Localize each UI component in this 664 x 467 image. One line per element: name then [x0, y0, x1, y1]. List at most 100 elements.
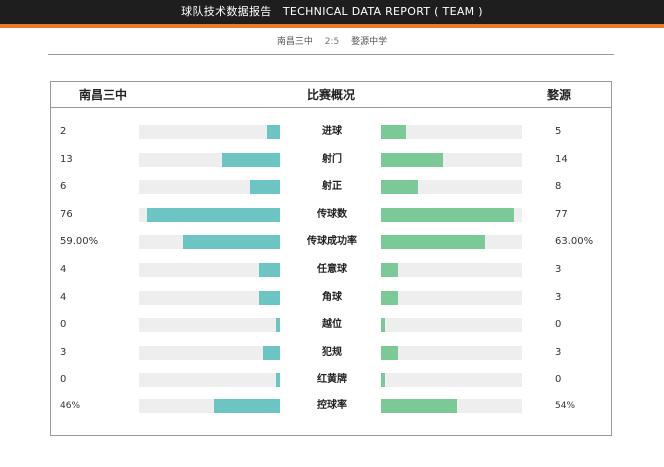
home-stat-track — [139, 373, 280, 387]
match-score: 2:5 — [324, 37, 340, 47]
home-stat-track — [139, 263, 280, 277]
report-title: 球队技术数据报告 TECHNICAL DATA REPORT ( TEAM ) — [181, 5, 483, 18]
away-stat-bar — [381, 291, 398, 305]
away-stat-bar — [381, 235, 486, 249]
stat-row: 76 传球数 77 — [0, 206, 664, 224]
home-stat-bar — [258, 291, 280, 305]
stat-label: 射正 — [322, 181, 342, 192]
stat-row: 4 任意球 3 — [0, 261, 664, 279]
stat-row: 6 射正 8 — [0, 178, 664, 196]
home-stat-track — [139, 125, 280, 139]
away-stat-track — [381, 235, 522, 249]
away-stat-track — [381, 153, 522, 167]
home-stat-track — [139, 208, 280, 222]
away-stat-bar — [381, 399, 458, 413]
home-stat-bar — [250, 180, 280, 194]
stats-panel-header: 南昌三中 比赛概况 婺源 — [51, 82, 611, 108]
away-stat-track — [381, 208, 522, 222]
stat-label: 犯规 — [322, 347, 342, 358]
overview-label: 比赛概况 — [306, 88, 355, 102]
away-stat-value: 5 — [555, 126, 562, 137]
away-column-label: 婺源 — [547, 88, 572, 102]
home-stat-track — [139, 291, 280, 305]
home-stat-value: 2 — [60, 126, 67, 137]
stat-row: 0 越位 0 — [0, 316, 664, 334]
stat-row: 3 犯规 3 — [0, 344, 664, 362]
home-stat-value: 46% — [60, 401, 81, 411]
home-stat-bar — [275, 318, 280, 332]
stat-label: 射门 — [322, 154, 342, 165]
away-stat-value: 3 — [555, 264, 562, 275]
away-stat-bar — [381, 153, 444, 167]
away-stat-value: 8 — [555, 181, 562, 192]
report-title-bar: 球队技术数据报告 TECHNICAL DATA REPORT ( TEAM ) — [0, 0, 664, 24]
stat-row: 46% 控球率 54% — [0, 397, 664, 415]
away-stat-track — [381, 291, 522, 305]
away-stat-bar — [381, 180, 418, 194]
away-stat-value: 63.00% — [555, 236, 594, 247]
home-stat-track — [139, 399, 280, 413]
home-stat-value: 0 — [60, 374, 67, 385]
home-stat-bar — [182, 235, 280, 249]
stat-row: 2 进球 5 — [0, 123, 664, 141]
home-stat-value: 13 — [60, 154, 73, 165]
away-stat-track — [381, 399, 522, 413]
home-stat-value: 0 — [60, 319, 67, 330]
away-stat-track — [381, 346, 522, 360]
home-stat-bar — [213, 399, 280, 413]
stat-label: 控球率 — [317, 400, 347, 411]
away-stat-bar — [381, 373, 386, 387]
home-stat-value: 4 — [60, 292, 67, 303]
away-stat-value: 0 — [555, 319, 562, 330]
home-stat-value: 3 — [60, 347, 67, 358]
away-stat-value: 14 — [555, 154, 568, 165]
home-stat-track — [139, 346, 280, 360]
away-stat-bar — [381, 346, 398, 360]
away-stat-value: 0 — [555, 374, 562, 385]
stat-label: 角球 — [322, 292, 342, 303]
away-team-name: 婺源中学 — [351, 37, 388, 47]
home-stat-value: 59.00% — [60, 236, 99, 247]
away-stat-bar — [381, 318, 386, 332]
match-line: 南昌三中 2:5 婺源中学 — [0, 34, 664, 50]
home-stat-value: 76 — [60, 209, 73, 220]
away-stat-bar — [381, 263, 398, 277]
stat-label: 传球数 — [317, 209, 347, 220]
stat-row: 4 角球 3 — [0, 289, 664, 307]
home-stat-track — [139, 153, 280, 167]
home-stat-bar — [263, 346, 280, 360]
away-stat-bar — [381, 125, 407, 139]
home-stat-track — [139, 318, 280, 332]
home-stat-bar — [267, 125, 280, 139]
accent-stripe — [0, 24, 664, 28]
stat-label: 进球 — [322, 126, 342, 137]
header-divider — [48, 54, 614, 55]
stat-label: 传球成功率 — [307, 236, 357, 247]
home-stat-bar — [222, 153, 280, 167]
away-stat-value: 77 — [555, 209, 568, 220]
away-stat-track — [381, 125, 522, 139]
away-stat-value: 3 — [555, 292, 562, 303]
stat-row: 0 红黄牌 0 — [0, 371, 664, 389]
stat-label: 红黄牌 — [317, 374, 347, 385]
home-stat-value: 4 — [60, 264, 67, 275]
away-stat-track — [381, 373, 522, 387]
stat-label: 越位 — [322, 319, 342, 330]
away-stat-value: 3 — [555, 347, 562, 358]
stat-label: 任意球 — [317, 264, 347, 275]
home-stat-bar — [258, 263, 280, 277]
away-stat-track — [381, 263, 522, 277]
home-stat-track — [139, 235, 280, 249]
home-team-name: 南昌三中 — [276, 37, 313, 47]
home-stat-bar — [147, 208, 280, 222]
home-stat-value: 6 — [60, 181, 67, 192]
away-stat-bar — [381, 208, 514, 222]
away-stat-value: 54% — [555, 401, 576, 411]
stat-row: 59.00% 传球成功率 63.00% — [0, 233, 664, 251]
home-column-label: 南昌三中 — [79, 88, 128, 102]
away-stat-track — [381, 180, 522, 194]
stat-row: 13 射门 14 — [0, 151, 664, 169]
away-stat-track — [381, 318, 522, 332]
home-stat-track — [139, 180, 280, 194]
home-stat-bar — [275, 373, 280, 387]
